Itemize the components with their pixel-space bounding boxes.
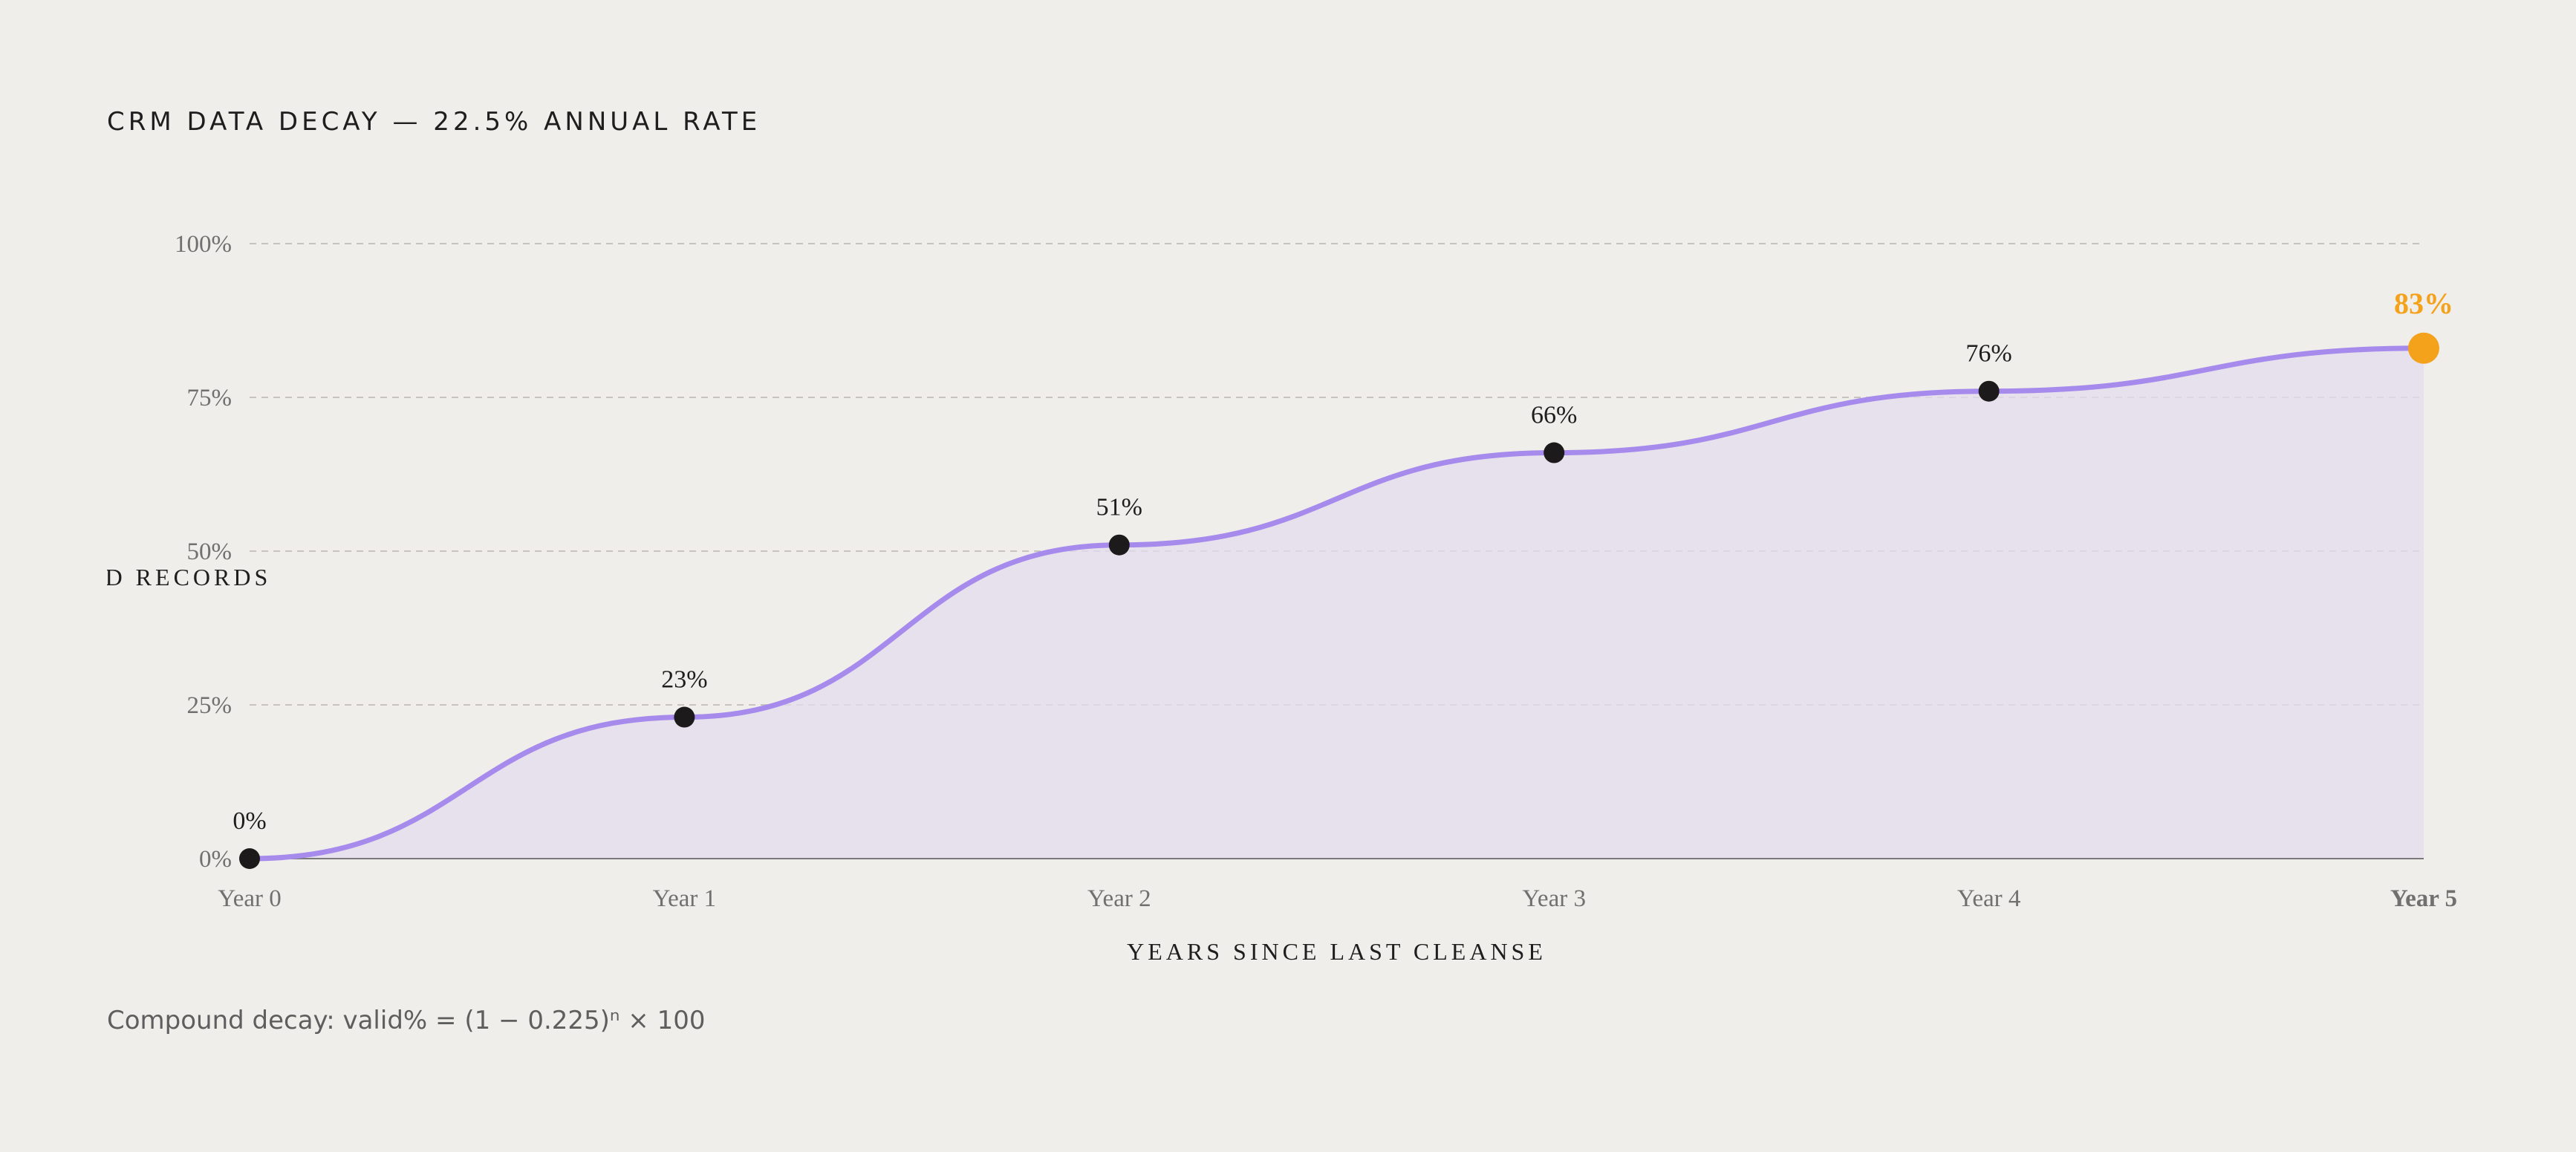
x-tick-label: Year 4 bbox=[1957, 885, 2021, 912]
x-tick-label: Year 5 bbox=[2390, 885, 2457, 912]
y-tick-label: 100% bbox=[175, 231, 232, 258]
y-tick-label: 50% bbox=[187, 538, 232, 565]
data-point bbox=[1108, 534, 1130, 556]
x-tick-label: Year 1 bbox=[653, 885, 717, 912]
data-label: 51% bbox=[1096, 494, 1142, 521]
y-tick-label: 25% bbox=[187, 692, 232, 719]
data-label: 66% bbox=[1531, 402, 1577, 429]
x-tick-label: Year 2 bbox=[1087, 885, 1151, 912]
formula-footnote: Compound decay: valid% = (1 − 0.225)ⁿ × … bbox=[107, 1006, 706, 1035]
decay-line bbox=[247, 345, 2427, 862]
x-tick-label: Year 0 bbox=[218, 885, 282, 912]
data-label: 0% bbox=[232, 807, 266, 835]
data-point bbox=[1544, 442, 1565, 463]
highlight-label: 83% bbox=[2394, 287, 2453, 320]
x-axis-ticks: Year 0 Year 1 Year 2 Year 3 Year 4 Year 5 bbox=[218, 885, 2457, 912]
y-axis-title: DECAYED RECORDS bbox=[0, 564, 271, 590]
x-tick-label: Year 3 bbox=[1522, 885, 1586, 912]
y-tick-label: 0% bbox=[199, 846, 232, 873]
data-label: 76% bbox=[1965, 340, 2011, 368]
data-point bbox=[239, 848, 260, 869]
data-label: 23% bbox=[661, 666, 707, 694]
chart-title: CRM DATA DECAY — 22.5% ANNUAL RATE bbox=[107, 107, 761, 137]
data-point bbox=[1978, 380, 2000, 402]
decay-area-fill bbox=[250, 348, 2424, 859]
data-labels: 0% 23% 51% 66% 76% 83% bbox=[232, 287, 2453, 835]
data-points bbox=[239, 332, 2439, 869]
y-axis-ticks: 0% 25% 50% 75% 100% bbox=[175, 231, 232, 873]
x-axis-title: YEARS SINCE LAST CLEANSE bbox=[1127, 938, 1546, 965]
highlight-point bbox=[2408, 332, 2439, 364]
y-tick-label: 75% bbox=[187, 385, 232, 411]
data-point bbox=[674, 706, 695, 728]
